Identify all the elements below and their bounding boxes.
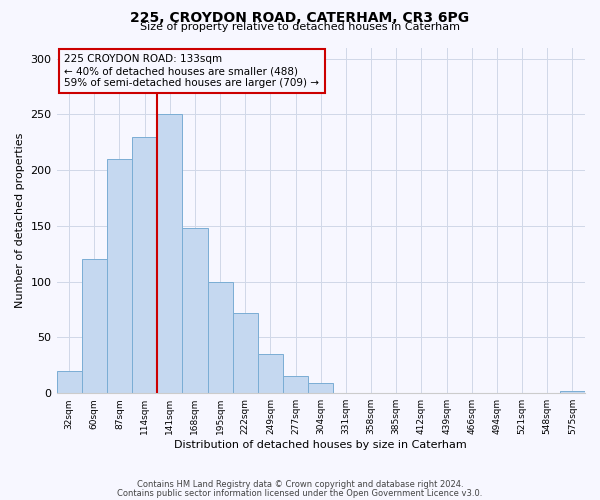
Bar — [82, 260, 107, 393]
Bar — [157, 114, 182, 393]
Bar — [308, 383, 334, 393]
Text: Size of property relative to detached houses in Caterham: Size of property relative to detached ho… — [140, 22, 460, 32]
Bar — [283, 376, 308, 393]
Text: 225 CROYDON ROAD: 133sqm
← 40% of detached houses are smaller (488)
59% of semi-: 225 CROYDON ROAD: 133sqm ← 40% of detach… — [64, 54, 319, 88]
Bar — [233, 313, 258, 393]
Bar — [107, 159, 132, 393]
Bar — [208, 282, 233, 393]
Bar — [132, 136, 157, 393]
X-axis label: Distribution of detached houses by size in Caterham: Distribution of detached houses by size … — [175, 440, 467, 450]
Bar — [182, 228, 208, 393]
Bar — [560, 391, 585, 393]
Text: Contains HM Land Registry data © Crown copyright and database right 2024.: Contains HM Land Registry data © Crown c… — [137, 480, 463, 489]
Text: Contains public sector information licensed under the Open Government Licence v3: Contains public sector information licen… — [118, 488, 482, 498]
Bar — [258, 354, 283, 393]
Text: 225, CROYDON ROAD, CATERHAM, CR3 6PG: 225, CROYDON ROAD, CATERHAM, CR3 6PG — [130, 11, 470, 25]
Bar — [56, 371, 82, 393]
Y-axis label: Number of detached properties: Number of detached properties — [15, 132, 25, 308]
